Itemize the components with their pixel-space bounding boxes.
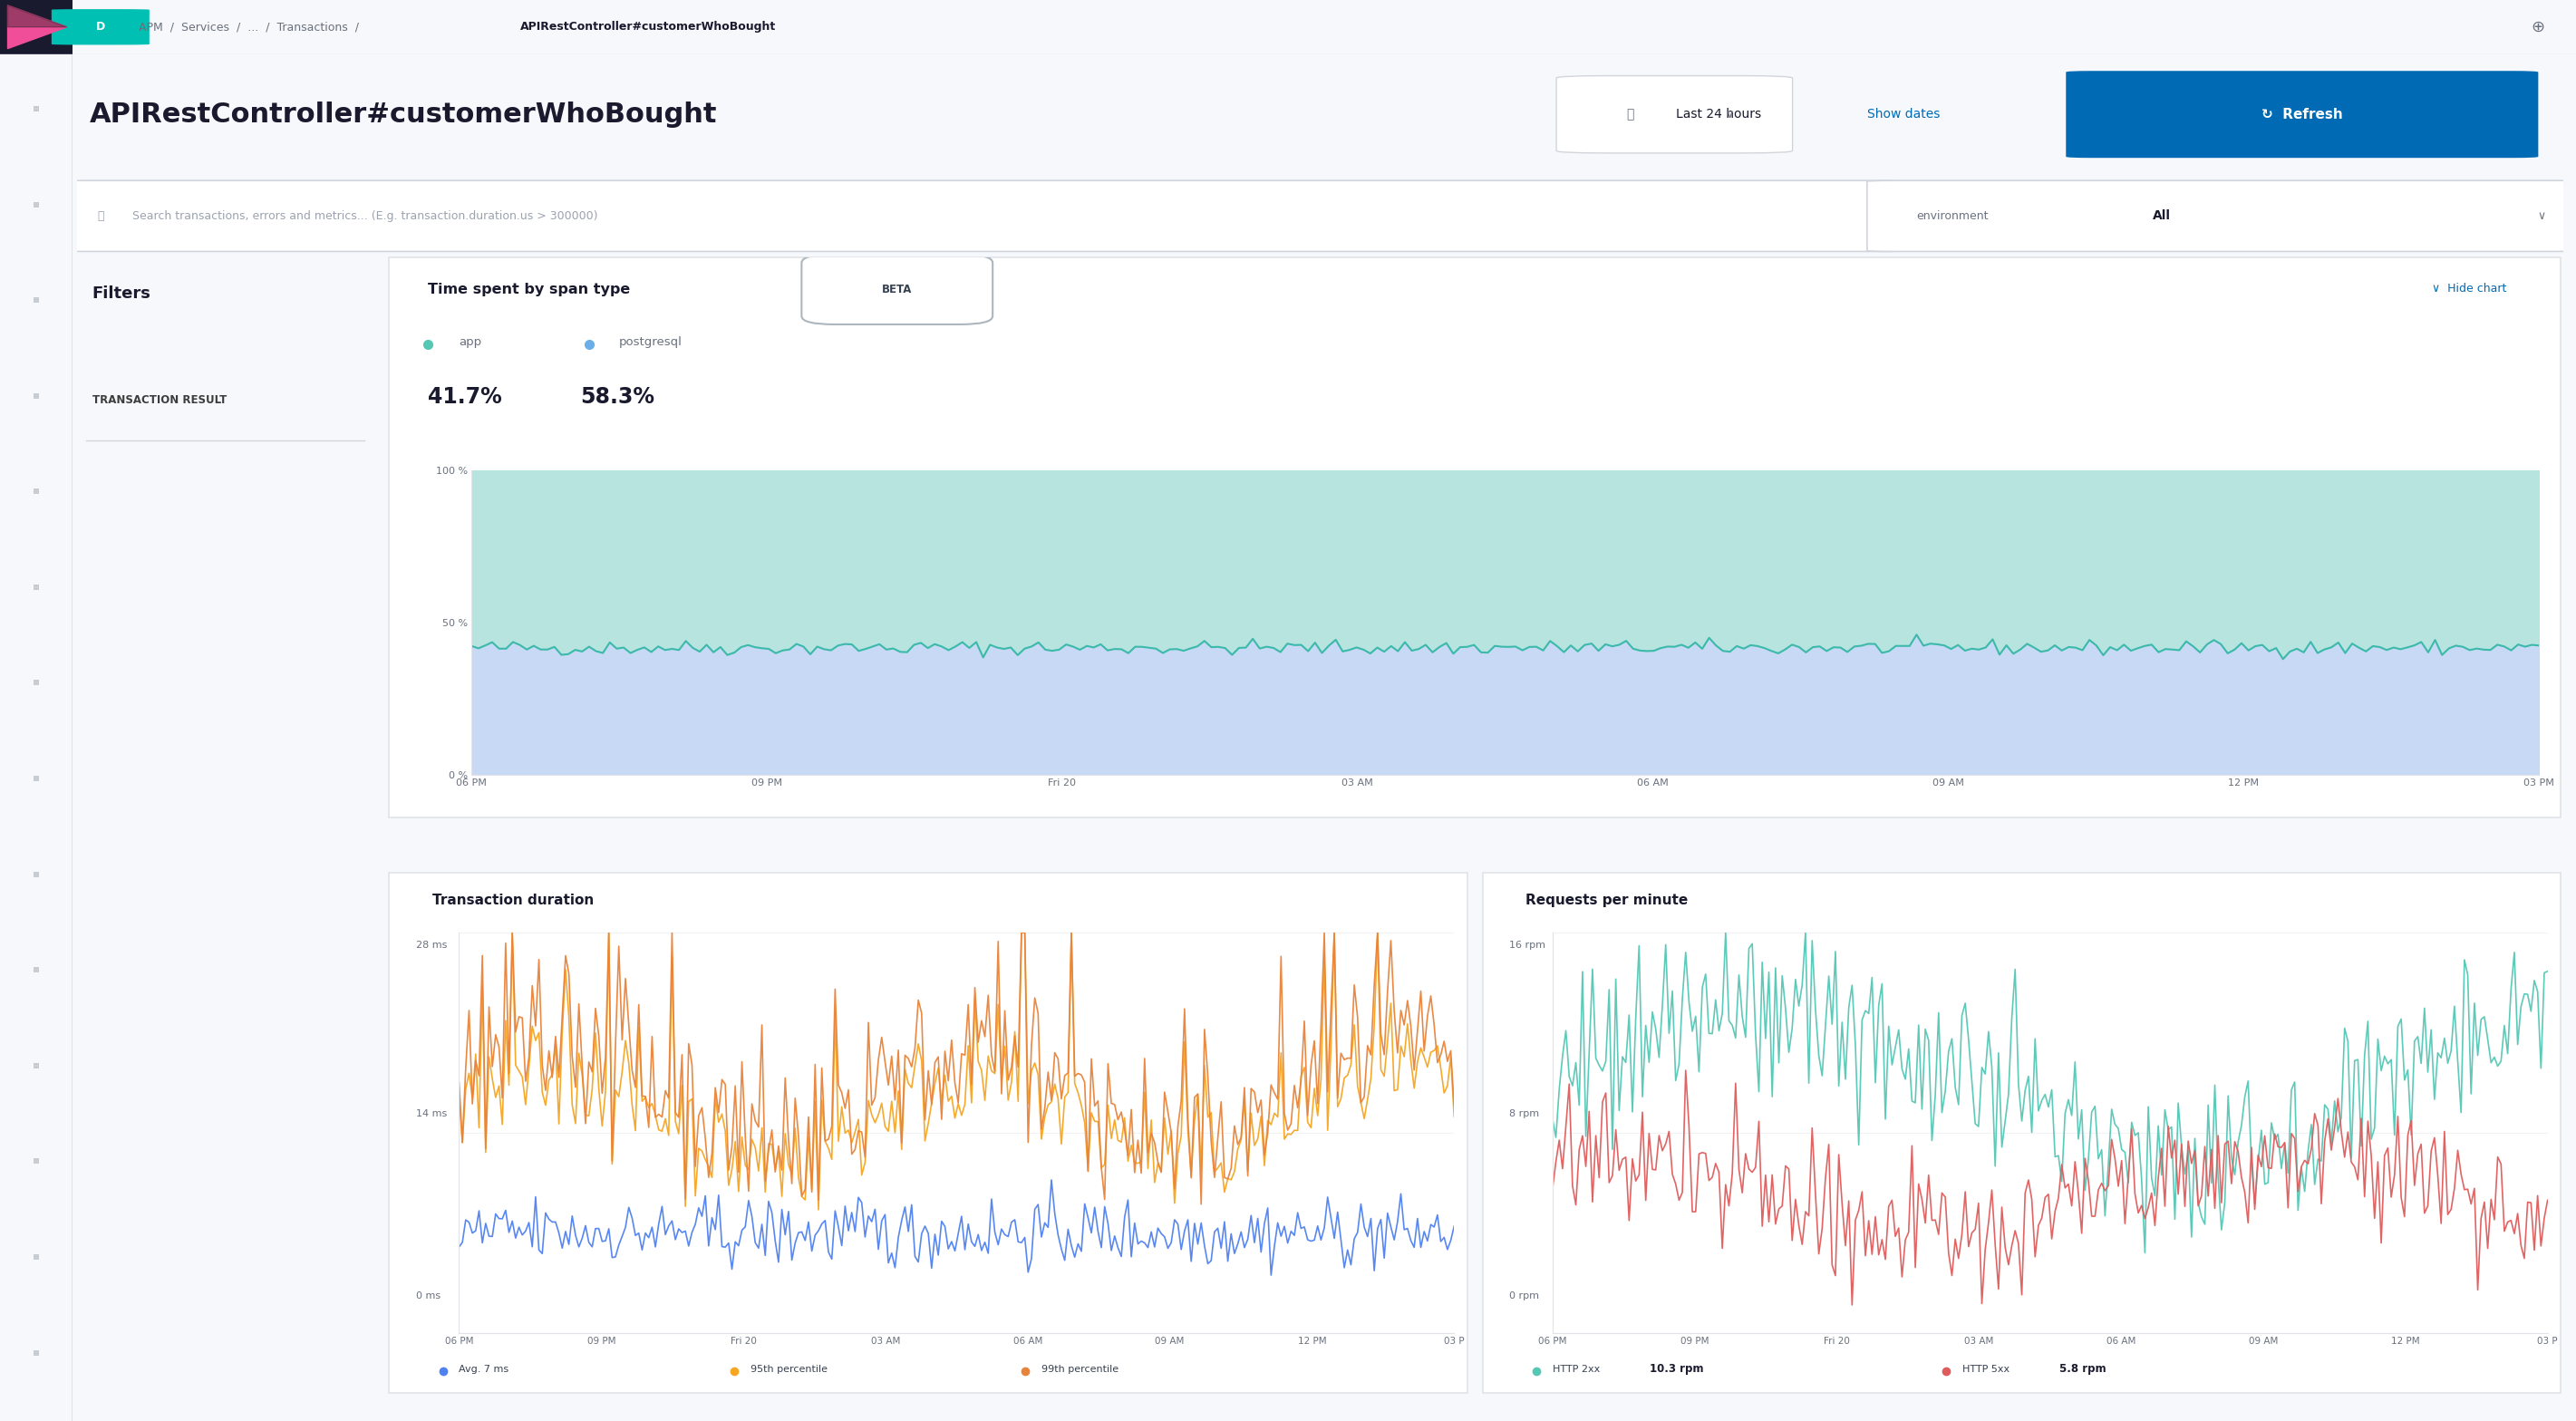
- Text: app: app: [459, 337, 482, 348]
- Text: Time spent by span type: Time spent by span type: [428, 283, 631, 296]
- Text: 99th percentile: 99th percentile: [1041, 1364, 1118, 1374]
- Polygon shape: [8, 6, 67, 48]
- Text: All: All: [2154, 210, 2172, 222]
- Text: Show dates: Show dates: [1868, 108, 1940, 121]
- Text: ∨  Hide chart: ∨ Hide chart: [2432, 283, 2506, 294]
- Text: Search transactions, errors and metrics... (E.g. transaction.duration.us > 30000: Search transactions, errors and metrics.…: [131, 210, 598, 222]
- Text: 📅: 📅: [1625, 108, 1633, 121]
- FancyBboxPatch shape: [389, 257, 2561, 817]
- FancyBboxPatch shape: [2066, 71, 2537, 158]
- Text: 95th percentile: 95th percentile: [750, 1364, 827, 1374]
- FancyBboxPatch shape: [801, 254, 992, 324]
- Text: Transaction duration: Transaction duration: [433, 894, 592, 907]
- FancyBboxPatch shape: [389, 872, 1468, 1393]
- Text: 🔍: 🔍: [98, 210, 103, 222]
- Text: environment: environment: [1917, 210, 1989, 222]
- Text: 58.3%: 58.3%: [580, 387, 654, 408]
- Text: Avg. 7 ms: Avg. 7 ms: [459, 1364, 510, 1374]
- Text: 0 rpm: 0 rpm: [1510, 1292, 1540, 1300]
- Text: Last 24 hours: Last 24 hours: [1674, 108, 1762, 121]
- Text: ∨: ∨: [1726, 108, 1734, 121]
- Text: Requests per minute: Requests per minute: [1525, 894, 1687, 907]
- Text: 16 rpm: 16 rpm: [1510, 941, 1546, 949]
- FancyBboxPatch shape: [1484, 872, 2561, 1393]
- Text: TRANSACTION RESULT: TRANSACTION RESULT: [93, 394, 227, 406]
- Text: Filters: Filters: [93, 286, 152, 303]
- Text: 41.7%: 41.7%: [428, 387, 502, 408]
- Text: APM  /  Services  /  ...  /  Transactions  /: APM / Services / ... / Transactions /: [139, 21, 366, 33]
- Text: ∨: ∨: [2537, 210, 2545, 222]
- Text: 14 ms: 14 ms: [415, 1110, 448, 1118]
- Polygon shape: [8, 6, 67, 27]
- Text: 8 rpm: 8 rpm: [1510, 1110, 1540, 1118]
- FancyBboxPatch shape: [1556, 75, 1793, 153]
- FancyBboxPatch shape: [1868, 180, 2576, 252]
- Text: 28 ms: 28 ms: [415, 941, 448, 949]
- Text: APIRestController#customerWhoBought: APIRestController#customerWhoBought: [520, 21, 775, 33]
- Text: D: D: [95, 21, 106, 33]
- Text: HTTP 2xx: HTTP 2xx: [1553, 1364, 1600, 1374]
- Text: HTTP 5xx: HTTP 5xx: [1963, 1364, 2009, 1374]
- Text: postgresql: postgresql: [618, 337, 683, 348]
- FancyBboxPatch shape: [52, 180, 1904, 252]
- Text: BETA: BETA: [881, 284, 912, 296]
- Text: APIRestController#customerWhoBought: APIRestController#customerWhoBought: [90, 101, 716, 128]
- FancyBboxPatch shape: [0, 0, 72, 54]
- Text: 5.8 rpm: 5.8 rpm: [2058, 1363, 2107, 1376]
- Text: 10.3 rpm: 10.3 rpm: [1649, 1363, 1703, 1376]
- Text: ⊕: ⊕: [2532, 18, 2545, 36]
- FancyBboxPatch shape: [52, 9, 149, 45]
- Text: 0 ms: 0 ms: [415, 1292, 440, 1300]
- Text: ↻  Refresh: ↻ Refresh: [2262, 108, 2342, 121]
